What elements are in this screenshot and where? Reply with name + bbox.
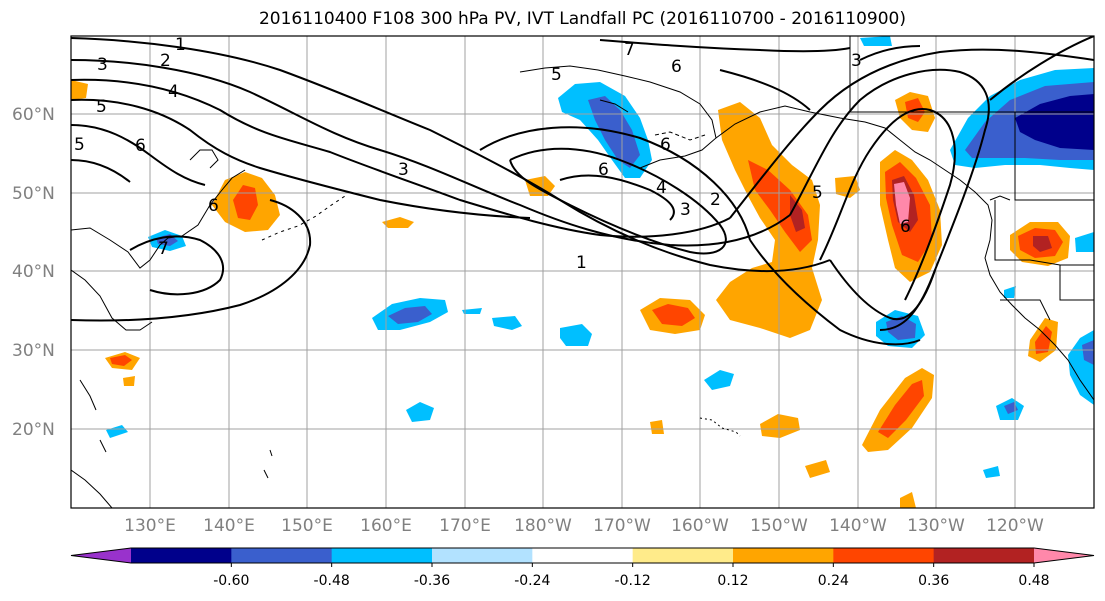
colorbar-tick-label: 0.12 [717,573,748,589]
lon-label-120w: 120°W [986,516,1044,536]
colorbar-segment [131,548,232,563]
colorbar-tick-label: 0.36 [918,573,949,589]
colorbar-segment [933,548,1035,563]
map-frame [70,35,1095,509]
pv-contours [71,36,1094,346]
latitude-labels: 60°N 50°N 40°N 30°N 20°N [12,105,55,440]
svg-text:1: 1 [175,35,186,55]
svg-text:6: 6 [135,136,146,156]
longitude-labels: 130°E 140°E 150°E 160°E 170°E 180°W 170°… [124,516,1044,536]
lon-label-130e: 130°E [124,516,176,536]
colorbar-tick-label: -0.48 [314,573,350,589]
lat-label-30: 30°N [12,341,55,361]
lon-label-150e: 150°E [281,516,333,536]
svg-text:5: 5 [812,183,823,203]
svg-text:6: 6 [671,57,682,77]
svg-text:6: 6 [900,217,911,237]
lon-label-140e: 140°E [203,516,255,536]
lat-label-60: 60°N [12,105,55,125]
svg-text:2: 2 [710,190,721,210]
colorbar-segment [833,548,935,563]
svg-text:5: 5 [74,135,85,155]
lon-label-170w: 170°W [593,516,651,536]
svg-text:6: 6 [208,196,219,216]
colorbar-tick-label: -0.12 [615,573,651,589]
svg-text:3: 3 [680,200,691,220]
colorbar-tick-label: 0.24 [818,573,849,589]
svg-text:6: 6 [660,135,671,155]
svg-text:5: 5 [96,97,107,117]
lat-label-20: 20°N [12,420,55,440]
svg-text:6: 6 [598,160,609,180]
colorbar-segment [432,548,533,563]
colorbar-segment [733,548,834,563]
lon-label-180w: 180°W [514,516,572,536]
lat-label-50: 50°N [12,184,55,204]
colorbar-tick-label: 0.48 [1018,573,1049,589]
gridlines [71,36,1094,508]
svg-text:4: 4 [656,178,667,198]
colorbar-segment [231,548,333,563]
coastlines [71,65,1094,508]
contour-labels: 1 2 3 4 5 6 7 5 6 5 3 6 7 6 4 3 2 1 5 6 … [74,35,911,273]
svg-text:7: 7 [158,239,169,259]
lon-label-150w: 150°W [750,516,808,536]
figure-title: 2016110400 F108 300 hPa PV, IVT Landfall… [258,9,906,29]
svg-text:7: 7 [624,40,635,60]
colorbar-tick-label: -0.60 [213,573,249,589]
svg-text:2: 2 [160,51,171,71]
colorbar-tick-label: -0.36 [414,573,450,589]
colorbar-tick-label: -0.24 [514,573,550,589]
lon-label-160e: 160°E [360,516,412,536]
colorbar-segment [632,548,734,563]
svg-text:3: 3 [97,55,108,75]
svg-text:3: 3 [851,51,862,71]
colorbar-tick-labels: -0.60 -0.48 -0.36 -0.24 -0.12 0.12 0.24 0.36 0.4… [213,563,1050,589]
lon-label-130w: 130°W [907,516,965,536]
colorbar [70,547,1095,564]
lon-label-160w: 160°W [671,516,729,536]
colorbar-segment [532,548,634,563]
colorbar-extend-max [1034,548,1094,563]
lat-label-40: 40°N [12,262,55,282]
colorbar-segment [331,548,433,563]
svg-text:3: 3 [398,160,409,180]
colorbar-extend-min [71,548,131,563]
anomaly-fill-layer [71,36,1094,508]
lon-label-170e: 170°E [439,516,491,536]
svg-text:5: 5 [551,65,562,85]
svg-text:4: 4 [168,82,179,102]
colorbar-outline [70,547,1095,564]
lon-label-140w: 140°W [829,516,887,536]
svg-text:1: 1 [576,253,587,273]
